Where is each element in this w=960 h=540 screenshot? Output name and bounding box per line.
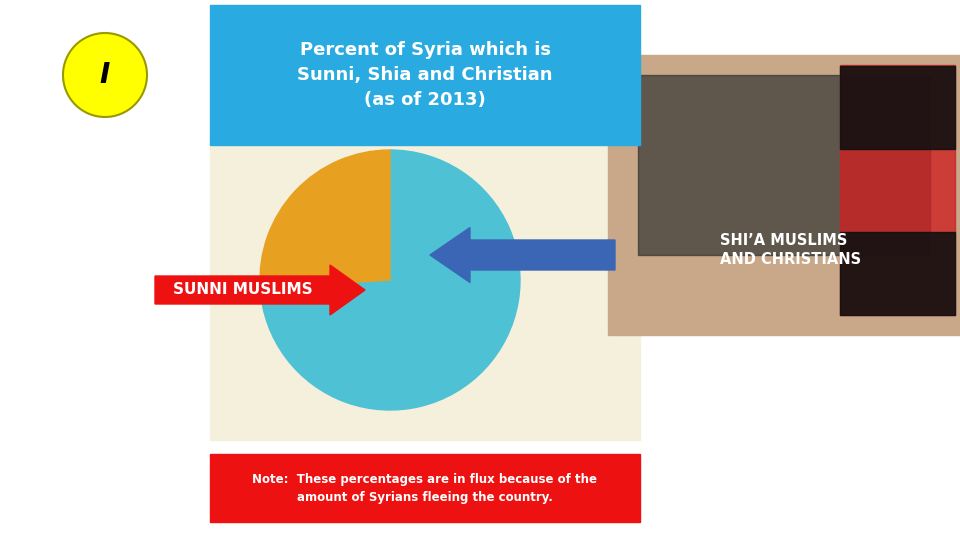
Bar: [608, 55, 960, 335]
Bar: [840, 65, 955, 315]
Bar: [840, 232, 955, 315]
FancyArrow shape: [155, 265, 365, 315]
Text: Note:  These percentages are in flux because of the
amount of Syrians fleeing th: Note: These percentages are in flux beca…: [252, 472, 597, 503]
Bar: [840, 66, 955, 149]
Text: I: I: [100, 61, 110, 89]
Text: Percent of Syria which is
Sunni, Shia and Christian
(as of 2013): Percent of Syria which is Sunni, Shia an…: [298, 41, 553, 109]
FancyArrow shape: [430, 227, 615, 282]
Wedge shape: [260, 150, 520, 410]
Bar: [210, 140, 640, 440]
Bar: [638, 75, 930, 255]
Bar: [210, 5, 640, 145]
Text: SUNNI MUSLIMS: SUNNI MUSLIMS: [173, 282, 312, 298]
Circle shape: [63, 33, 147, 117]
Wedge shape: [260, 150, 390, 288]
Text: SHI’A MUSLIMS
AND CHRISTIANS: SHI’A MUSLIMS AND CHRISTIANS: [720, 233, 861, 267]
Bar: [210, 454, 640, 522]
